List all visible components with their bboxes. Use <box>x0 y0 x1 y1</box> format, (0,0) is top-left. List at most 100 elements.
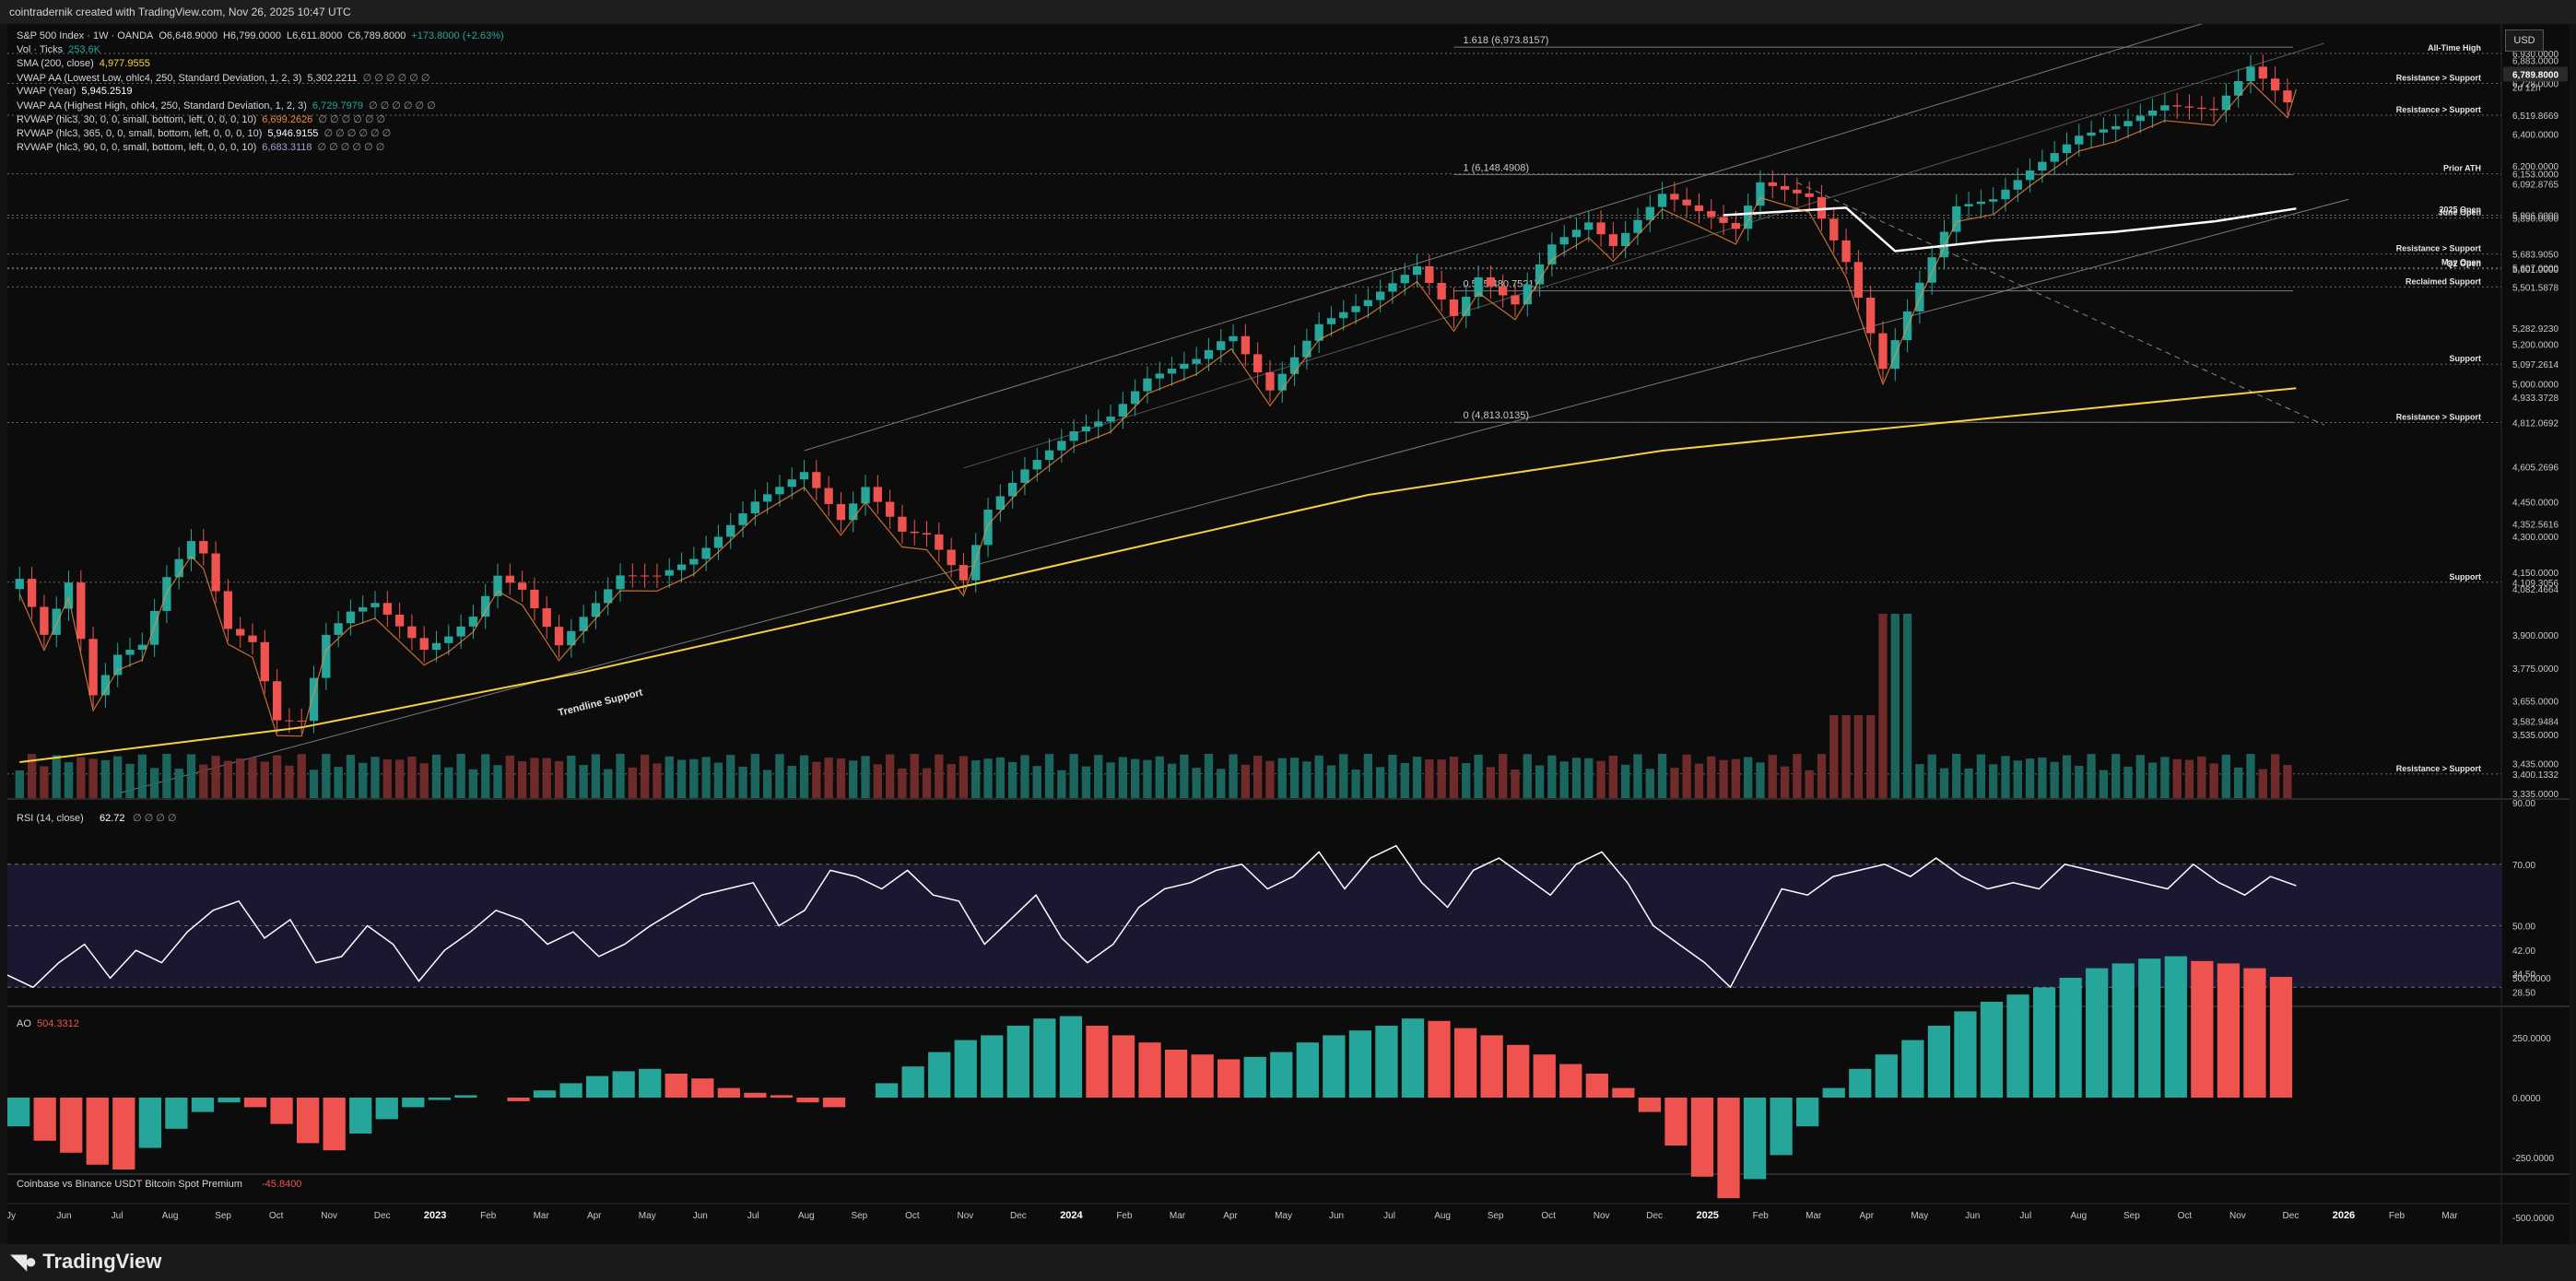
legend-indicator-row[interactable]: VWAP AA (Highest High, ohlc4, 250, Stand… <box>17 100 436 112</box>
volume-bar <box>676 759 687 798</box>
volume-bar <box>1094 755 1103 798</box>
candle-body <box>2135 115 2145 122</box>
volume-bar <box>1731 758 1741 798</box>
ao-bar <box>112 1098 135 1169</box>
volume-bar <box>1927 754 1936 798</box>
volume-bar <box>125 763 135 798</box>
volume-bar <box>1339 754 1348 798</box>
volume-bar <box>76 757 86 798</box>
ao-tick-label: 0.0000 <box>2512 1094 2541 1104</box>
legend-indicator-row[interactable]: RVWAP (hlc3, 30, 0, 0, small, bottom, le… <box>17 113 385 125</box>
candle-body <box>493 575 502 596</box>
candle-body <box>1425 266 1434 283</box>
trendline-annotation: Trendline Support <box>557 687 644 718</box>
candle-body <box>738 513 747 525</box>
volume-bar <box>935 754 944 798</box>
volume-bar <box>1817 754 1827 798</box>
volume-bar <box>1118 757 1127 798</box>
candle-body <box>272 681 282 721</box>
currency-selector[interactable]: USD <box>2505 29 2544 52</box>
candle-body <box>1547 244 1557 264</box>
time-tick-label: Jun <box>693 1211 708 1221</box>
candle-body <box>995 496 1005 510</box>
candle-body <box>1707 211 1716 217</box>
candle-body <box>236 629 245 636</box>
sr-level-label: Resistance > Support <box>2396 105 2481 114</box>
volume-bar <box>1902 614 1912 798</box>
chart-area[interactable]: 2 (7,483.9681)1.618 (6,973.8157)1 (6,148… <box>7 24 2570 1244</box>
ao-bar <box>1401 1018 1425 1098</box>
volume-bar <box>824 757 833 798</box>
price-tick-label: 4,812.0692 <box>2512 418 2558 429</box>
indicator-value: 6,729.7979 <box>312 100 363 112</box>
time-tick-label: Mar <box>534 1211 550 1221</box>
tradingview-logo[interactable]: ◥● TradingView <box>11 1242 161 1281</box>
candle-body <box>775 487 784 495</box>
volume-bar <box>579 765 588 798</box>
candle-body <box>309 677 319 722</box>
candle-body <box>1559 237 1569 245</box>
ao-bar <box>243 1098 267 1108</box>
legend-indicator-row[interactable]: VWAP (Year) 5,945.2519 <box>17 86 132 97</box>
volume-bar <box>1793 754 1802 798</box>
ao-bar <box>2032 987 2056 1098</box>
legend-symbol-row[interactable]: S&P 500 Index · 1W · OANDA O6,648.9000 H6,… <box>17 30 504 41</box>
ao-bar <box>428 1098 451 1100</box>
legend-indicator-row[interactable]: Vol · Ticks 253.6K <box>17 44 100 55</box>
ao-bar <box>1138 1042 1161 1098</box>
candle-body <box>971 545 981 581</box>
price-tick-label: 6,400.0000 <box>2512 130 2558 140</box>
candle-body <box>382 603 392 615</box>
candle-body <box>1253 354 1263 373</box>
sr-level-label: Reclaimed Support <box>2405 276 2481 286</box>
volume-bar <box>1020 755 1029 798</box>
candle-body <box>1486 277 1496 287</box>
ao-bar <box>2111 963 2135 1098</box>
volume-bar <box>517 761 527 798</box>
last-price-label: 6,789.8000 <box>2512 70 2558 80</box>
rsi-legend-suffix: ∅ ∅ ∅ ∅ <box>133 813 177 824</box>
time-tick-label: Jy <box>7 1211 16 1221</box>
volume-bar <box>2123 766 2133 798</box>
candle-body <box>1412 266 1422 276</box>
ao-bar <box>954 1040 977 1098</box>
ao-bar <box>1453 1028 1477 1098</box>
time-tick-label: Aug <box>798 1211 815 1221</box>
time-tick-label: Nov <box>957 1211 973 1221</box>
price-tick-label: 3,775.0000 <box>2512 664 2558 675</box>
candle-body <box>1130 391 1140 405</box>
price-chart[interactable]: 2 (7,483.9681)1.618 (6,973.8157)1 (6,148… <box>7 24 2570 1244</box>
sr-level-label: 2025 Open <box>2439 206 2481 215</box>
price-tick-label: 4,605.2696 <box>2512 464 2558 474</box>
ao-bar <box>1375 1026 1398 1098</box>
price-tick-label: 5,501.5878 <box>2512 283 2558 293</box>
time-tick-label: Feb <box>2389 1211 2405 1221</box>
candle-body <box>1744 206 1753 229</box>
candle-body <box>211 553 220 592</box>
sr-level-label: Support <box>2450 572 2482 582</box>
candles <box>15 54 2292 734</box>
price-tick-label: 4,450.0000 <box>2512 498 2558 508</box>
volume-bar <box>1547 755 1557 798</box>
time-tick-label: Dec <box>374 1211 391 1221</box>
ao-legend-label: AO <box>17 1018 31 1029</box>
volume-bar <box>2234 767 2243 798</box>
legend-indicator-row[interactable]: RVWAP (hlc3, 90, 0, 0, small, bottom, le… <box>17 141 384 153</box>
candle-body <box>137 644 147 651</box>
candle-body <box>762 494 772 502</box>
time-tick-label: Sep <box>1488 1211 1504 1221</box>
time-tick-label: May <box>1275 1211 1292 1221</box>
candle-body <box>1217 341 1226 350</box>
volume-bar <box>1989 764 1998 798</box>
candle-body <box>1657 194 1667 207</box>
candle-body <box>1805 193 1814 197</box>
volume-bar <box>162 754 171 798</box>
volume-bar <box>1265 760 1275 798</box>
volume-bar <box>1719 759 1728 798</box>
legend-indicator-row[interactable]: VWAP AA (Lowest Low, ohlc4, 250, Standar… <box>17 72 429 84</box>
legend-indicator-row[interactable]: RVWAP (hlc3, 365, 0, 0, small, bottom, l… <box>17 127 391 139</box>
legend-indicator-row[interactable]: SMA (200, close) 4,977.9555 <box>17 58 150 69</box>
candle-body <box>1964 204 1973 206</box>
ao-bar <box>612 1071 635 1098</box>
candle-body <box>1608 234 1618 246</box>
